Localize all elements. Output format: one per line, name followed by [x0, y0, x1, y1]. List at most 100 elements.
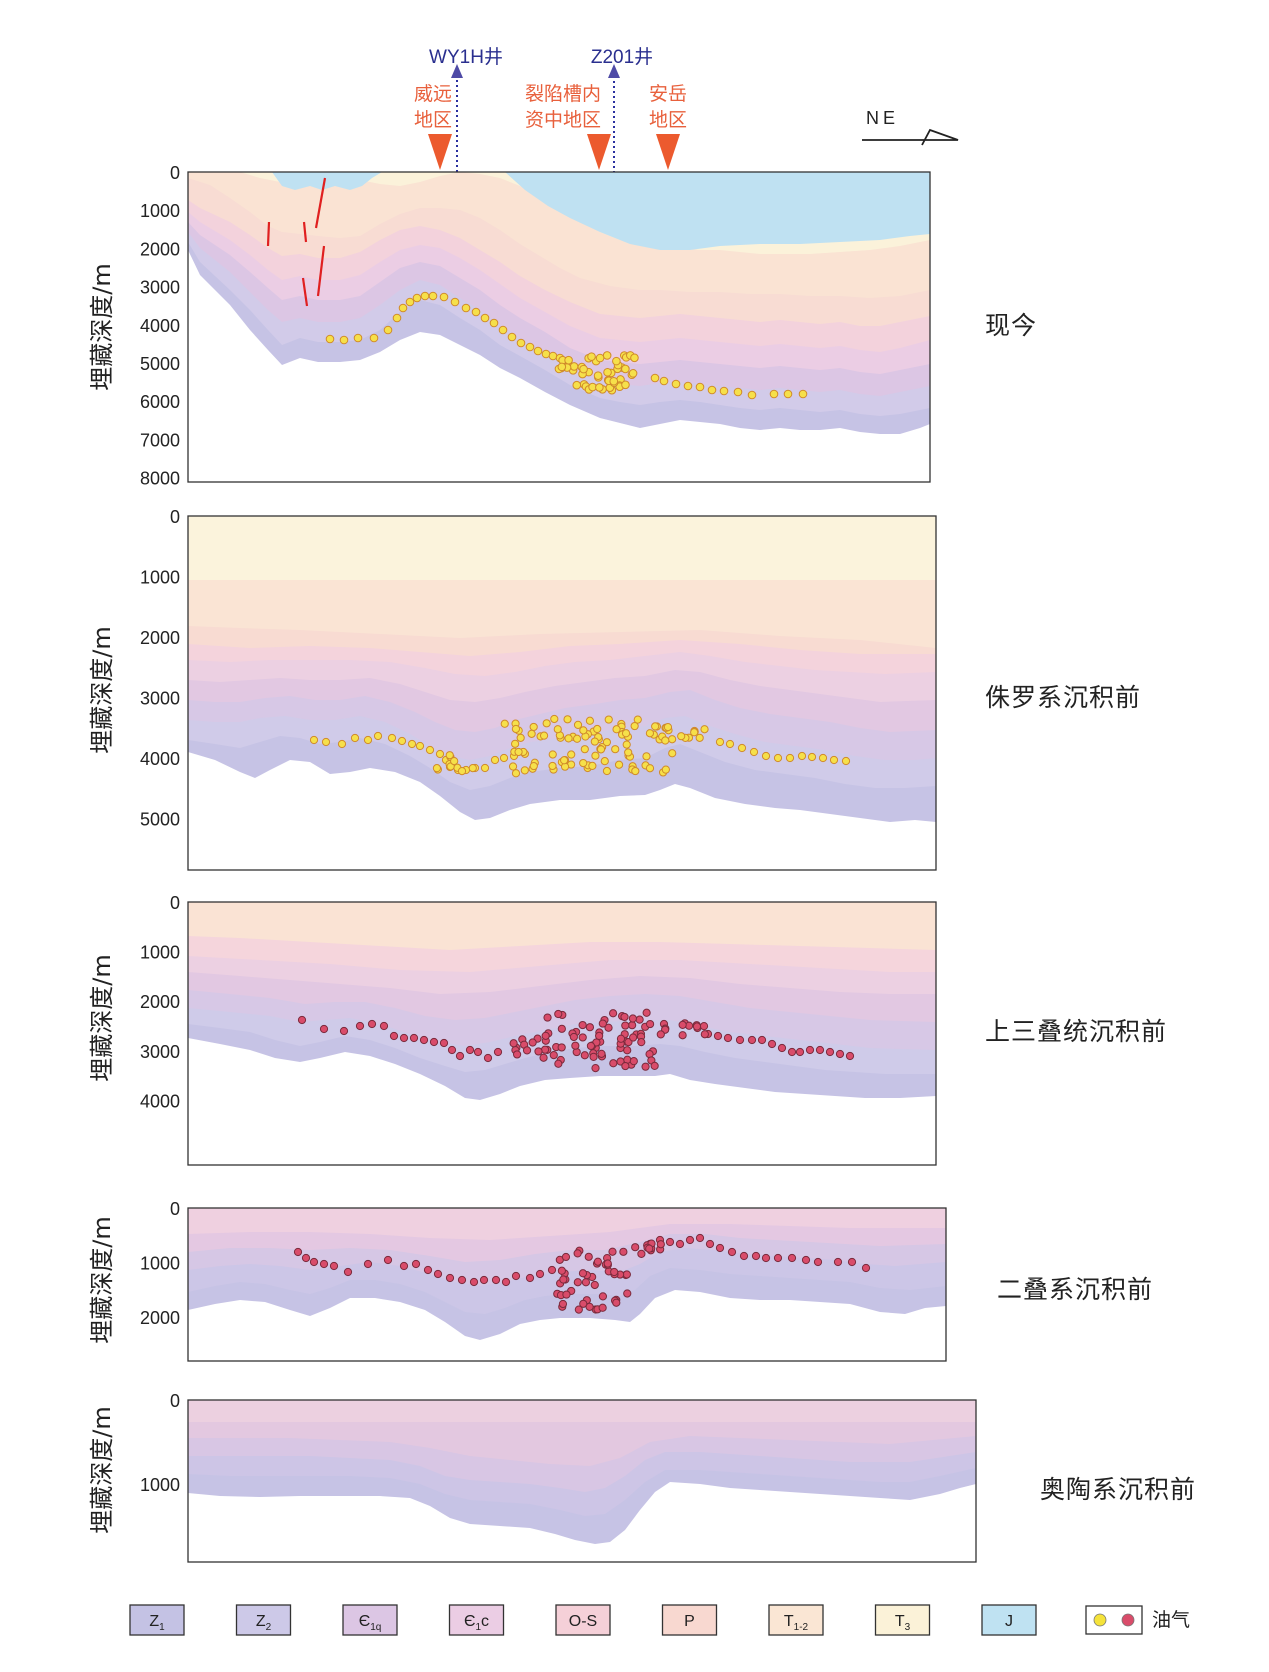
- oil-gas-dot: [525, 342, 535, 352]
- oil-gas-dot: [447, 1045, 457, 1055]
- oil-gas-dot: [339, 1026, 349, 1036]
- oil-gas-dot: [815, 1045, 825, 1055]
- oil-gas-dot: [645, 1244, 654, 1253]
- legend-label-main: P: [684, 1613, 695, 1630]
- oil-gas-dot: [845, 1051, 855, 1061]
- oil-gas-dot: [608, 1247, 617, 1256]
- depth-tick-label: 1000: [140, 201, 180, 221]
- oil-gas-dot: [383, 325, 393, 335]
- oil-gas-dot: [602, 351, 612, 360]
- oil-gas-dot: [573, 720, 583, 729]
- oil-gas-dot: [564, 734, 573, 743]
- oil-gas-dot: [715, 1243, 725, 1253]
- oil-gas-dot: [529, 722, 538, 732]
- legend-swatch: [981, 1604, 1037, 1636]
- depth-tick-label: 5000: [140, 810, 180, 830]
- oil-gas-dot: [700, 1030, 709, 1039]
- legend-swatch: [129, 1604, 185, 1636]
- legend-label: T3: [895, 1613, 911, 1633]
- oil-gas-dot: [719, 386, 729, 396]
- oil-gas-dot: [580, 745, 589, 754]
- depth-tick-label: 8000: [140, 469, 180, 489]
- oil-gas-dot: [405, 297, 415, 307]
- oil-gas-dot: [700, 725, 709, 734]
- oil-gas-dot: [516, 338, 526, 348]
- oil-gas-dot: [493, 1047, 503, 1057]
- depth-axis-present: 0 1000 2000 3000 4000 5000 6000 7000 8000: [140, 163, 180, 489]
- oil-gas-dot: [591, 751, 600, 760]
- oil-gas-dot: [668, 735, 677, 744]
- legend-swatch: [768, 1604, 824, 1636]
- oil-gas-dot: [553, 725, 562, 734]
- oil-gas-dot: [439, 1038, 449, 1048]
- legend: Z1 Z2 Є1q Є1c O-S P T1-2 T3 J: [129, 1604, 1037, 1636]
- well-wy1h-arrow-icon: [451, 64, 463, 78]
- oil-gas-dot: [661, 736, 670, 745]
- oil-gas-dot: [585, 1302, 594, 1311]
- oil-gas-dot: [695, 733, 704, 742]
- oil-gas-dot: [579, 364, 588, 374]
- oil-gas-dot: [554, 1009, 563, 1019]
- legend-swatch: [342, 1604, 398, 1636]
- oil-gas-dot: [593, 724, 602, 734]
- oil-gas-dot: [715, 737, 725, 747]
- oil-gas-dot: [425, 745, 435, 755]
- depth-tick-label: 3000: [140, 1042, 180, 1062]
- oil-gas-dot: [629, 1033, 638, 1042]
- oil-gas-dot: [695, 382, 705, 392]
- oil-gas-dot: [813, 1257, 823, 1267]
- legend-label-main: J: [1005, 1613, 1013, 1630]
- oil-gas-dot: [564, 355, 573, 365]
- oil-gas-dot: [571, 1041, 580, 1050]
- legend-label-sub: 1q: [370, 1622, 381, 1633]
- oil-gas-dot: [723, 1033, 733, 1043]
- oil-gas-dots-pre-upper-triassic: [297, 1008, 855, 1073]
- oil-gas-dot: [847, 1257, 857, 1267]
- oil-gas-dot: [557, 1266, 566, 1275]
- well-z201-arrow-icon: [608, 64, 620, 78]
- oil-gas-dot: [595, 383, 604, 392]
- oil-gas-dot: [450, 757, 459, 766]
- oil-gas-dot: [557, 1024, 566, 1033]
- oil-gas-dot: [573, 1249, 582, 1258]
- oil-gas-dot: [656, 1240, 665, 1249]
- oil-gas-dot: [602, 738, 612, 747]
- oil-gas-dot: [598, 1292, 608, 1301]
- legend-label-sub: 3: [905, 1622, 911, 1633]
- depth-tick-label: 2000: [140, 1308, 180, 1328]
- oil-gas-dot: [747, 1035, 757, 1045]
- oil-gas-dot: [602, 766, 612, 776]
- oil-gas-dot: [534, 1047, 543, 1056]
- oil-gas-dot: [572, 734, 582, 743]
- oil-gas-dot: [588, 761, 597, 770]
- oil-gas-dot: [457, 767, 467, 776]
- oil-gas-dot: [501, 1277, 511, 1287]
- oil-gas-dot: [508, 762, 518, 771]
- region-annotations: 威远 地区 裂陷槽内 资中地区 安岳 地区: [414, 83, 687, 170]
- oil-gas-dot: [560, 756, 569, 765]
- legend-label-sub: 1: [159, 1622, 165, 1633]
- depth-tick-label: 7000: [140, 430, 180, 450]
- oil-gas-dot: [512, 1050, 522, 1059]
- oil-gas-dot: [695, 1233, 705, 1243]
- oil-gas-dot: [773, 753, 783, 763]
- oil-gas-dot: [520, 766, 529, 775]
- oil-gas-dot: [353, 333, 363, 343]
- depth-tick-label: 2000: [140, 628, 180, 648]
- oil-gas-dot: [343, 1267, 353, 1277]
- oil-gas-dot: [751, 1251, 761, 1261]
- oil-gas-dot: [435, 749, 445, 759]
- oil-gas-dot: [569, 1032, 578, 1042]
- oil-gas-dot: [445, 1273, 455, 1283]
- oil-gas-dot: [499, 753, 509, 763]
- oil-gas-dot: [621, 1061, 630, 1071]
- oil-gas-dot: [835, 1049, 845, 1059]
- depth-tick-label: 1000: [140, 943, 180, 963]
- oil-gas-dot: [309, 735, 319, 745]
- oil-gas-dot: [807, 752, 817, 762]
- oil-gas-dot: [595, 1031, 604, 1040]
- oil-gas-dot: [628, 1021, 637, 1030]
- oil-gas-dot: [631, 766, 640, 776]
- panel-pre-ordovician: 0 1000 埋藏深度/m 奥陶系沉积前: [88, 1391, 1195, 1563]
